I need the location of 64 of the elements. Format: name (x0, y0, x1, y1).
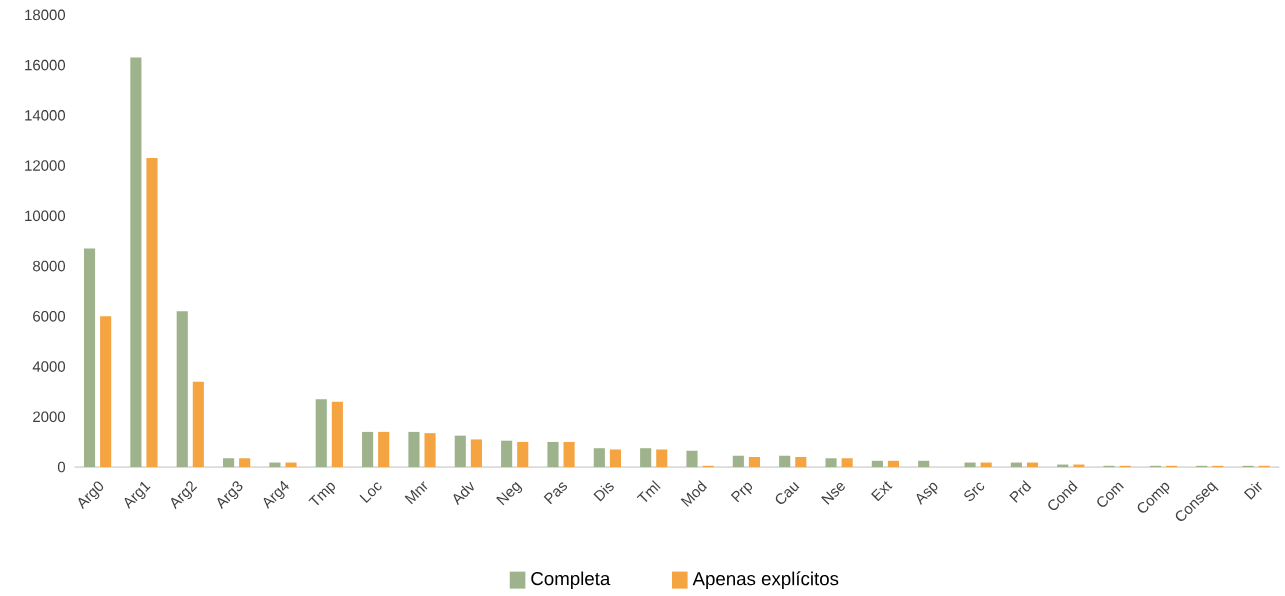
y-tick-label: 0 (57, 461, 66, 473)
y-tick-label: 2000 (33, 411, 66, 423)
bar (315, 399, 327, 468)
bar (640, 448, 652, 468)
bar (470, 439, 482, 468)
x-tick-label: Src (964, 482, 985, 501)
bar (795, 456, 807, 468)
bar (130, 57, 142, 468)
y-tick-label: 14000 (25, 110, 66, 121)
bar (146, 158, 158, 468)
bar (918, 460, 930, 468)
bar (841, 458, 853, 468)
x-tick-label: Nse (821, 482, 845, 505)
bar (223, 458, 235, 468)
x-tick-label: Prp (730, 482, 753, 503)
x-tick-label: Ext (871, 481, 893, 502)
x-tick-label: Prd (1009, 480, 1032, 503)
x-tick-label: Tml (636, 480, 661, 503)
x-tick-label: Loc (359, 482, 382, 503)
bar (285, 462, 297, 468)
bar (593, 448, 605, 468)
x-tick-label: Asp (916, 482, 938, 505)
bar (100, 316, 112, 468)
x-tick-label: Cau (775, 482, 800, 504)
bar (825, 458, 837, 468)
bar (732, 455, 744, 468)
bar (547, 441, 559, 468)
x-tick-label: Tmp (308, 482, 336, 506)
x-tick-label: Dis (593, 482, 614, 502)
legend-label: Completa (531, 571, 611, 589)
y-tick-label: 18000 (25, 9, 66, 21)
y-tick-label: 8000 (33, 260, 66, 272)
x-tick-label: Dir (1243, 481, 1262, 500)
bar (686, 450, 698, 468)
x-tick-label: Neg (496, 481, 523, 506)
x-tick-label: Pas (543, 482, 568, 505)
bar (609, 449, 621, 468)
bar (454, 435, 466, 468)
y-tick-label: 10000 (25, 210, 66, 222)
bar (656, 449, 668, 468)
bar (192, 381, 204, 468)
x-tick-label: Adv (453, 481, 474, 506)
bar (331, 401, 343, 468)
bar (176, 311, 188, 468)
legend-label: Apenas explícitos (692, 571, 839, 589)
bar (378, 431, 390, 468)
bar (563, 441, 575, 468)
bar (408, 431, 420, 468)
bar (517, 441, 529, 468)
y-tick-label: 16000 (25, 59, 66, 71)
bar (779, 455, 791, 468)
bar (362, 431, 374, 468)
bar (501, 440, 513, 468)
bar (871, 460, 883, 468)
bar (748, 456, 761, 468)
bar (424, 433, 436, 468)
bar (887, 460, 900, 468)
y-tick-label: 6000 (33, 311, 66, 322)
y-tick-label: 12000 (25, 160, 66, 171)
bar (239, 458, 251, 468)
bar (83, 248, 96, 468)
y-tick-label: 4000 (32, 361, 66, 372)
x-tick-label: Com (1097, 482, 1124, 507)
x-tick-label: Mnr (404, 481, 428, 505)
